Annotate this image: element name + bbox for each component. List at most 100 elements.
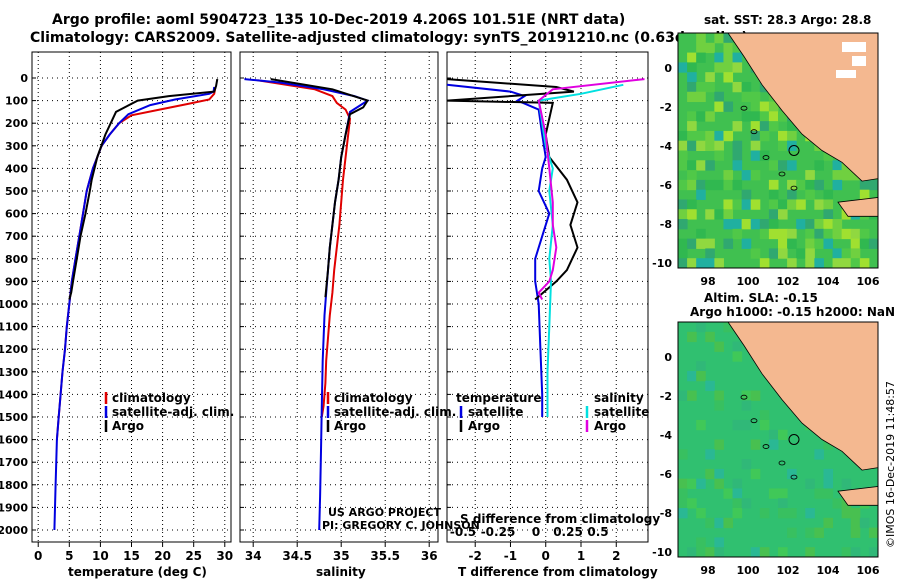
- sst-x-tick: 100: [737, 275, 760, 288]
- sst-map-cell: [714, 150, 724, 161]
- series-line-climatology: [257, 79, 352, 418]
- sla-map-cell: [868, 547, 879, 558]
- sst-map-cell: [678, 130, 688, 142]
- sla-map-cell: [787, 508, 797, 519]
- sst-map-cell: [823, 150, 834, 161]
- sst-map-cell: [705, 111, 715, 122]
- credit-line2: PI: GREGORY C. JOHNSON: [322, 519, 480, 532]
- sla-y-tick: -10: [652, 546, 672, 559]
- sla-map-cell: [696, 547, 706, 558]
- sst-map-cell: [768, 189, 779, 200]
- timestamp-stamp: ©IMOS 16-Dec-2019 11:48:57: [884, 381, 897, 548]
- sst-map-cell: [696, 33, 706, 44]
- sla-map-cell: [787, 468, 797, 480]
- x-tick-label: 25: [185, 549, 202, 563]
- sla-map-cell: [732, 498, 743, 509]
- sst-map-cell: [787, 199, 797, 210]
- sst-map-cell: [687, 140, 697, 151]
- sst-map-cell: [678, 160, 688, 171]
- sla-y-tick: -2: [660, 390, 672, 403]
- sst-y-tick: -6: [660, 179, 673, 192]
- sst-map-cell: [805, 179, 815, 191]
- sla-x-tick: 98: [700, 564, 715, 577]
- sst-map-cell: [768, 179, 779, 191]
- sla-map-cell: [687, 547, 697, 558]
- sst-map-cell: [696, 42, 706, 54]
- sst-map-cell: [687, 91, 697, 103]
- sst-map-cell: [805, 238, 815, 249]
- depth-tick-label: 1100: [0, 321, 28, 334]
- sla-map-cell: [778, 498, 788, 509]
- depth-tick-label: 500: [5, 185, 28, 198]
- sla-map-cell: [750, 547, 761, 558]
- sst-map-cell: [732, 179, 743, 191]
- salinity-axis-label: salinity: [316, 565, 366, 579]
- sst-x-tick: 106: [857, 275, 880, 288]
- sla-y-tick: 0: [664, 351, 672, 364]
- sst-map-frame: [677, 32, 879, 269]
- depth-tick-label: 1200: [0, 343, 28, 356]
- sst-map-cell: [750, 140, 761, 151]
- sla-map-cell: [841, 508, 852, 519]
- sla-map-cell: [750, 468, 761, 480]
- sla-map-cell: [732, 488, 743, 499]
- sst-map-cell: [714, 52, 724, 63]
- sst-map-cell: [778, 111, 788, 122]
- sst-map-cell: [759, 228, 770, 240]
- sst-map-cell: [687, 238, 697, 249]
- sla-map-cell: [850, 527, 861, 538]
- depth-tick-label: 1300: [0, 366, 28, 379]
- sla-map-cell: [696, 361, 706, 372]
- sst-map-cell: [859, 179, 870, 191]
- sst-map-cell: [741, 189, 752, 200]
- sla-map-cell: [778, 508, 788, 519]
- depth-tick-label: 400: [5, 162, 28, 175]
- sst-map-cell: [687, 121, 697, 132]
- sla-map-cell: [823, 488, 834, 499]
- sla-map-cell: [750, 390, 761, 401]
- temperature-legend: climatology satellite-adj. clim. Argo: [104, 391, 234, 433]
- sst-map-cell: [759, 111, 770, 122]
- sst-map-cell: [705, 258, 715, 269]
- sst-map-cell: [714, 179, 724, 191]
- sla-map-cell: [678, 478, 688, 489]
- sst-map-cell: [823, 209, 834, 220]
- sla-map-cell: [868, 527, 879, 538]
- x-tick-label: 34: [245, 549, 262, 563]
- sst-map-cell: [768, 248, 779, 259]
- sst-map-cell: [778, 209, 788, 220]
- sst-map-cell: [723, 72, 734, 83]
- x-tick-label: 10: [92, 549, 109, 563]
- sst-map-cell: [850, 238, 861, 249]
- sst-map-cell: [787, 228, 797, 240]
- sst-map-cell: [723, 170, 734, 181]
- sst-map-cell: [732, 150, 743, 161]
- sst-map-cell: [687, 81, 697, 93]
- x-tick-label: 34.5: [282, 549, 312, 563]
- sst-map-island: [750, 129, 758, 135]
- sla-map-cell: [705, 517, 715, 529]
- x-tick-label: 36: [421, 549, 438, 563]
- sla-y-tick: -6: [660, 468, 673, 481]
- sla-map-cell: [732, 419, 743, 431]
- sst-map-cell: [678, 238, 688, 249]
- sst-map-cell: [741, 199, 752, 210]
- sst-map-cell: [723, 130, 734, 142]
- sst-map-cell: [796, 219, 806, 230]
- sst-map-cell: [696, 111, 706, 122]
- sla-map-island: [790, 474, 798, 480]
- sst-map-cell: [778, 199, 788, 210]
- sst-map-cell: [787, 160, 797, 171]
- grid-dots: [32, 52, 648, 547]
- sst-map-cell: [778, 248, 788, 259]
- series-line-salinity-satellite: [537, 83, 624, 417]
- sla-y-tick: -4: [660, 429, 673, 442]
- sla-map-frame: [677, 321, 879, 558]
- sla-map-cell: [741, 498, 752, 509]
- sst-map-cell: [768, 121, 779, 132]
- sla-map-cell: [741, 419, 752, 431]
- sst-map-cell: [750, 121, 761, 132]
- sst-map-cell: [741, 170, 752, 181]
- sla-map-cell: [696, 537, 706, 548]
- s-diff-tick-label: -0.5: [450, 525, 476, 539]
